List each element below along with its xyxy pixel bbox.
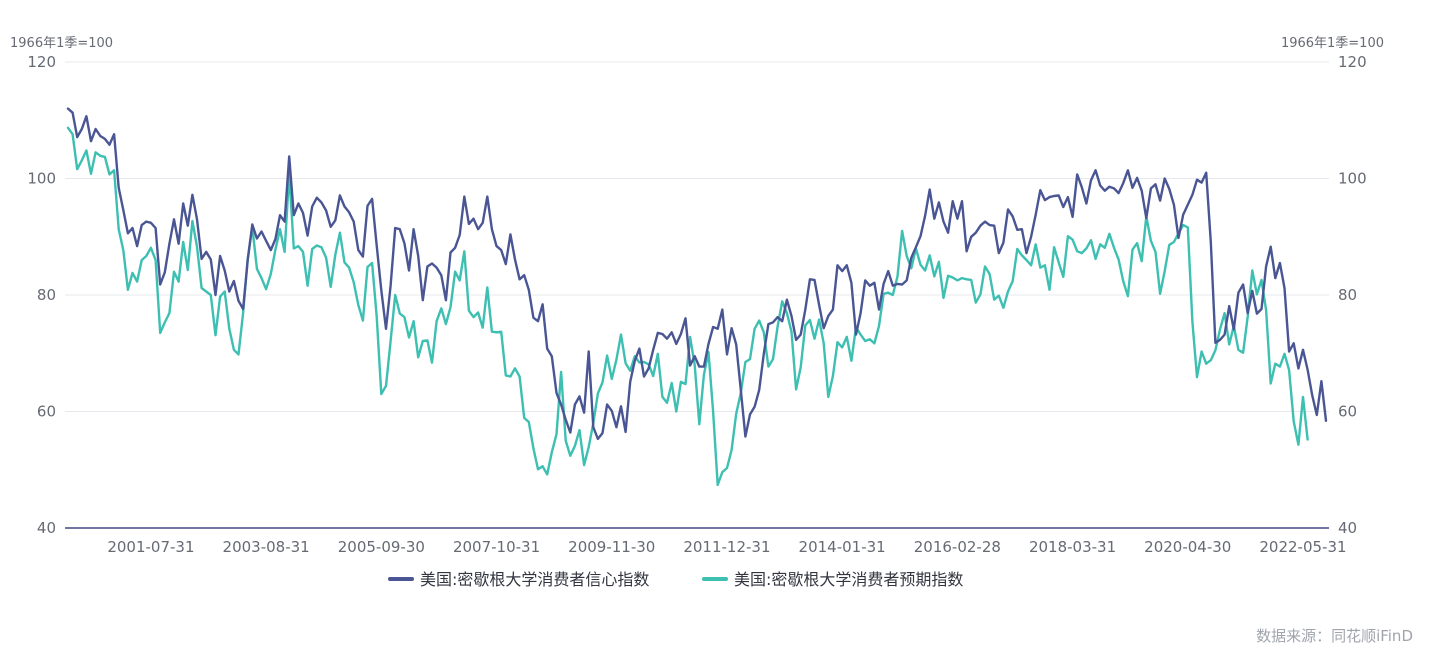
y-tick-label-right: 60 bbox=[1338, 403, 1357, 421]
x-tick-label: 2009-11-30 bbox=[568, 538, 655, 556]
legend: 美国:密歇根大学消费者信心指数 美国:密歇根大学消费者预期指数 bbox=[388, 570, 963, 589]
right-y-axis: 40 60 80 100 120 bbox=[1338, 53, 1367, 537]
x-tick-label: 2001-07-31 bbox=[107, 538, 194, 556]
x-tick-label: 2005-09-30 bbox=[338, 538, 425, 556]
left-axis-unit: 1966年1季=100 bbox=[10, 36, 113, 51]
y-tick-label-right: 120 bbox=[1338, 53, 1367, 71]
y-tick-label-left: 100 bbox=[27, 170, 56, 188]
y-tick-label-left: 120 bbox=[27, 53, 56, 71]
x-tick-label: 2014-01-31 bbox=[799, 538, 886, 556]
legend-label-confidence: 美国:密歇根大学消费者信心指数 bbox=[420, 570, 649, 589]
y-tick-label-left: 80 bbox=[37, 286, 56, 304]
gridlines bbox=[65, 61, 1329, 412]
y-tick-label-left: 60 bbox=[37, 403, 56, 421]
y-tick-label-left: 40 bbox=[37, 519, 56, 537]
legend-item-expectation[interactable]: 美国:密歇根大学消费者预期指数 bbox=[702, 570, 963, 589]
legend-label-expectation: 美国:密歇根大学消费者预期指数 bbox=[734, 570, 963, 589]
x-tick-label: 2007-10-31 bbox=[453, 538, 540, 556]
y-tick-label-right: 100 bbox=[1338, 170, 1367, 188]
x-tick-label: 2022-05-31 bbox=[1259, 538, 1346, 556]
left-y-axis: 40 60 80 100 120 bbox=[27, 53, 56, 537]
x-tick-label: 2016-02-28 bbox=[914, 538, 1001, 556]
data-source-note: 数据来源：同花顺iFinD bbox=[1256, 627, 1413, 645]
y-tick-label-right: 40 bbox=[1338, 519, 1357, 537]
right-axis-unit: 1966年1季=100 bbox=[1281, 36, 1384, 51]
legend-swatch-confidence bbox=[388, 577, 414, 581]
x-tick-label: 2003-08-31 bbox=[223, 538, 310, 556]
x-tick-label: 2011-12-31 bbox=[683, 538, 770, 556]
series-line bbox=[66, 126, 1309, 487]
x-axis: 2001-07-31 2003-08-31 2005-09-30 2007-10-31… bbox=[107, 538, 1346, 556]
x-tick-label: 2018-03-31 bbox=[1029, 538, 1116, 556]
series-line bbox=[66, 107, 1328, 441]
x-tick-label: 2020-04-30 bbox=[1144, 538, 1231, 556]
legend-swatch-expectation bbox=[702, 577, 728, 581]
y-tick-label-right: 80 bbox=[1338, 286, 1357, 304]
legend-item-confidence[interactable]: 美国:密歇根大学消费者信心指数 bbox=[388, 570, 649, 589]
series-lines bbox=[66, 107, 1328, 487]
